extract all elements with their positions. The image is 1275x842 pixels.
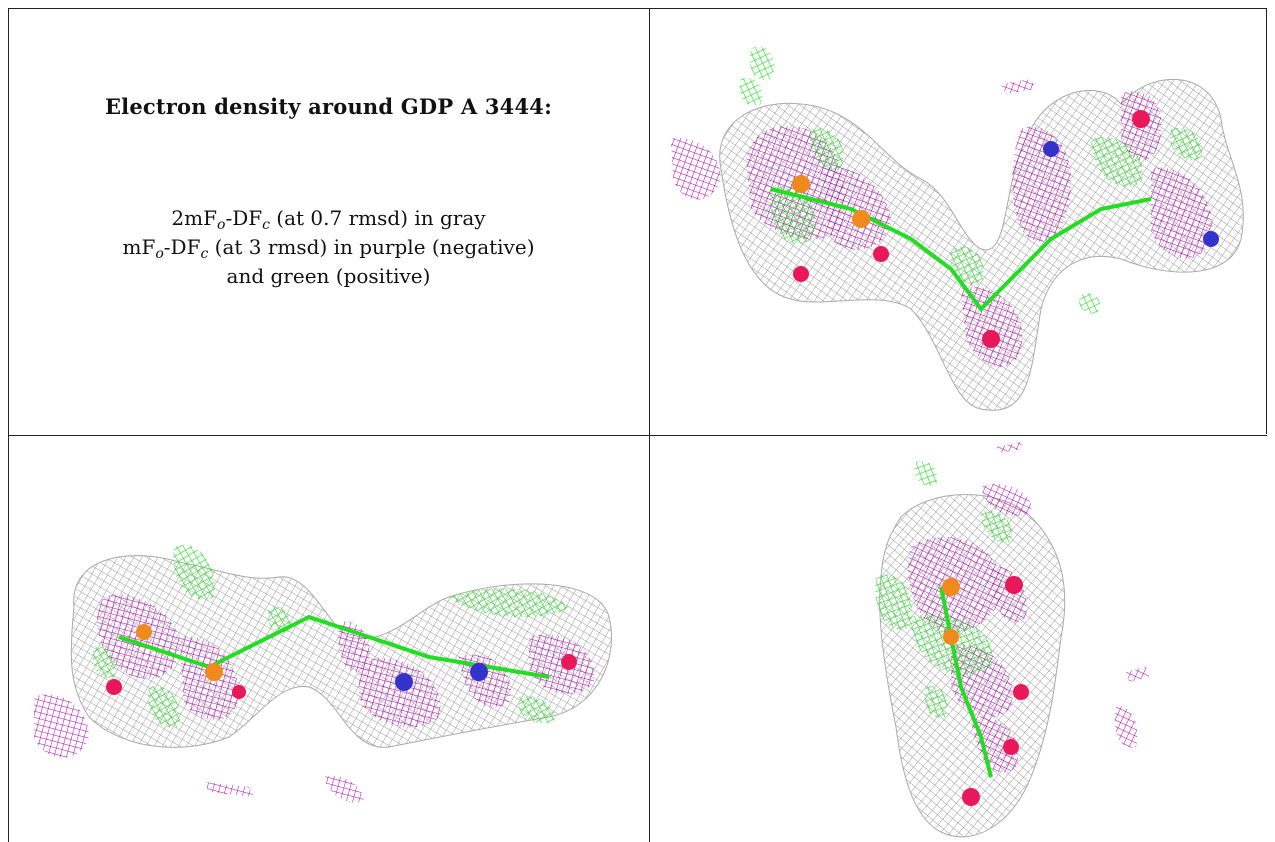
- caption-line-2fofc: 2mFo-DFc (at 0.7 rmsd) in gray: [171, 206, 486, 233]
- border-top: [8, 8, 1267, 9]
- border-right: [1266, 8, 1267, 434]
- caption-line-positive: and green (positive): [226, 264, 431, 288]
- caption-heading: Electron density around GDP A 3444:: [104, 94, 553, 119]
- figure-table: Electron density around GDP A 3444: 2mFo…: [8, 8, 1267, 842]
- density-map-view-3-icon: [875, 442, 1149, 838]
- density-panel-bottom-right: [651, 437, 1266, 842]
- border-left: [8, 8, 9, 842]
- density-panel-bottom-left: [9, 437, 648, 842]
- caption-cell: Electron density around GDP A 3444: 2mFo…: [9, 9, 648, 434]
- border-middle-horizontal: [8, 435, 1267, 436]
- border-middle-vertical: [649, 8, 650, 842]
- density-map-view-2-icon: [34, 545, 612, 803]
- density-panel-top-right: [651, 9, 1266, 434]
- density-map-view-1-icon: [671, 46, 1244, 411]
- caption-line-fofc: mFo-DFc (at 3 rmsd) in purple (negative): [122, 235, 535, 262]
- caption-description: 2mFo-DFc (at 0.7 rmsd) in gray mFo-DFc (…: [9, 204, 648, 291]
